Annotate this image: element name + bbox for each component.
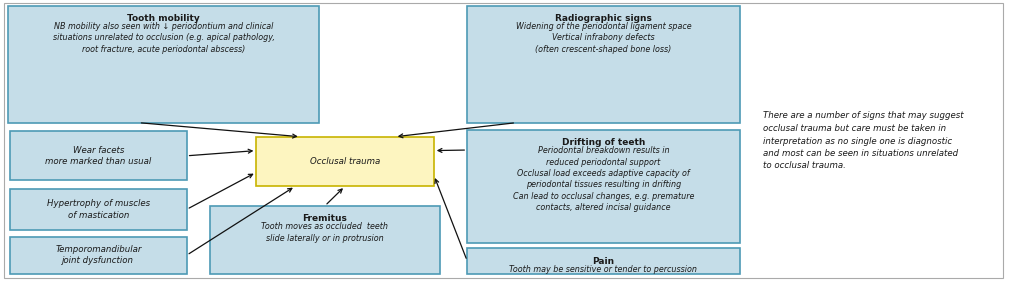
Bar <box>467 6 740 123</box>
Text: Hypertrophy of muscles
of mastication: Hypertrophy of muscles of mastication <box>46 199 150 220</box>
Bar <box>256 137 434 186</box>
Text: Fremitus: Fremitus <box>303 214 347 223</box>
Text: Widening of the periodontal ligament space
Vertical infrabony defects
(often cre: Widening of the periodontal ligament spa… <box>516 22 691 54</box>
Text: Periodontal breakdown results in
reduced periodontal support
Occlusal load excee: Periodontal breakdown results in reduced… <box>513 146 694 212</box>
Bar <box>10 189 187 230</box>
Text: Tooth mobility: Tooth mobility <box>127 14 200 23</box>
Text: Wear facets
more marked than usual: Wear facets more marked than usual <box>45 146 151 166</box>
Bar <box>10 237 187 274</box>
Bar <box>8 6 319 123</box>
Text: Tooth may be sensitive or tender to percussion: Tooth may be sensitive or tender to perc… <box>510 265 697 274</box>
Text: Pain: Pain <box>592 257 614 266</box>
Bar <box>467 248 740 274</box>
Bar <box>467 130 740 243</box>
Text: There are a number of signs that may suggest
occlusal trauma but care must be ta: There are a number of signs that may sug… <box>763 111 964 171</box>
Text: Occlusal trauma: Occlusal trauma <box>310 157 380 166</box>
Bar <box>10 131 187 180</box>
Text: NB mobility also seen with ↓ periodontium and clinical
situations unrelated to o: NB mobility also seen with ↓ periodontiu… <box>52 22 274 54</box>
Text: Drifting of teeth: Drifting of teeth <box>562 138 645 147</box>
Text: Radiographic signs: Radiographic signs <box>555 14 652 23</box>
Text: Tooth moves as occluded  teeth
slide laterally or in protrusion: Tooth moves as occluded teeth slide late… <box>261 222 388 243</box>
Text: Temporomandibular
joint dysfunction: Temporomandibular joint dysfunction <box>55 245 141 265</box>
Bar <box>210 206 440 274</box>
